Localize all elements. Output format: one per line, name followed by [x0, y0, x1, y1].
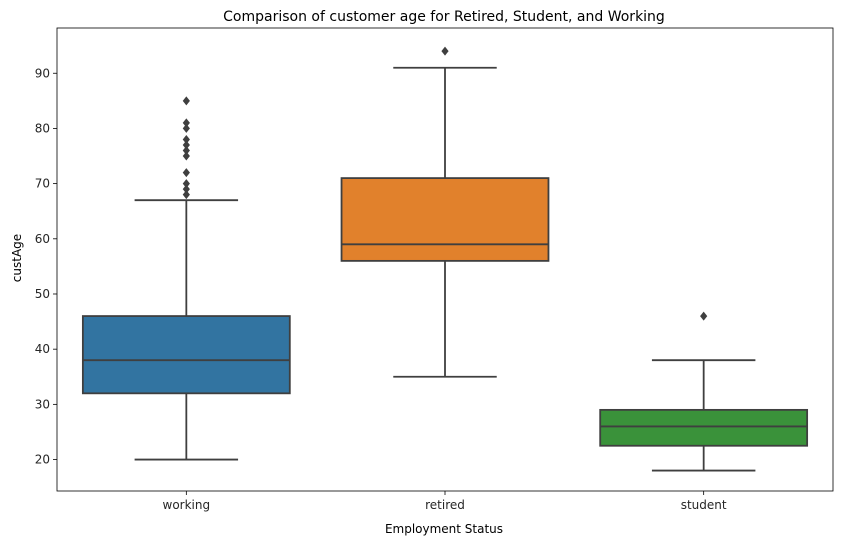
- y-tick-label: 40: [35, 342, 50, 356]
- outlier-point: [182, 151, 190, 161]
- outlier-point: [182, 140, 190, 150]
- plot-area: [81, 46, 809, 472]
- outlier-point: [182, 190, 190, 200]
- x-tick-label: working: [163, 498, 211, 512]
- x-axis: working retired student: [163, 491, 727, 512]
- iqr-box-retired: [340, 177, 550, 262]
- y-axis-label: custAge: [10, 234, 24, 282]
- chart-title: Comparison of customer age for Retired, …: [223, 9, 665, 25]
- y-tick-label: 90: [35, 66, 50, 80]
- y-tick-label: 50: [35, 287, 50, 301]
- outlier-point: [182, 123, 190, 133]
- outlier-point: [441, 46, 449, 56]
- box-retired: [340, 46, 550, 378]
- outlier-point: [182, 168, 190, 178]
- outlier-point: [182, 118, 190, 128]
- iqr-box-working: [81, 315, 291, 395]
- x-axis-label: Employment Status: [385, 522, 503, 536]
- y-axis: 20 30 40 50 60 70 80 90: [35, 66, 57, 467]
- x-tick-label: retired: [425, 498, 465, 512]
- y-tick-label: 80: [35, 121, 50, 135]
- outlier-point: [182, 179, 190, 189]
- y-tick-label: 20: [35, 453, 50, 467]
- iqr-box-student: [599, 408, 809, 447]
- y-tick-label: 70: [35, 177, 50, 191]
- box-working: [81, 96, 291, 461]
- box-student: [599, 311, 809, 472]
- outlier-point: [182, 134, 190, 144]
- outlier-point: [182, 96, 190, 106]
- x-tick-label: student: [681, 498, 727, 512]
- outlier-point: [182, 146, 190, 156]
- outlier-point: [182, 184, 190, 194]
- y-tick-label: 30: [35, 397, 50, 411]
- y-tick-label: 60: [35, 232, 50, 246]
- outlier-point: [700, 311, 708, 321]
